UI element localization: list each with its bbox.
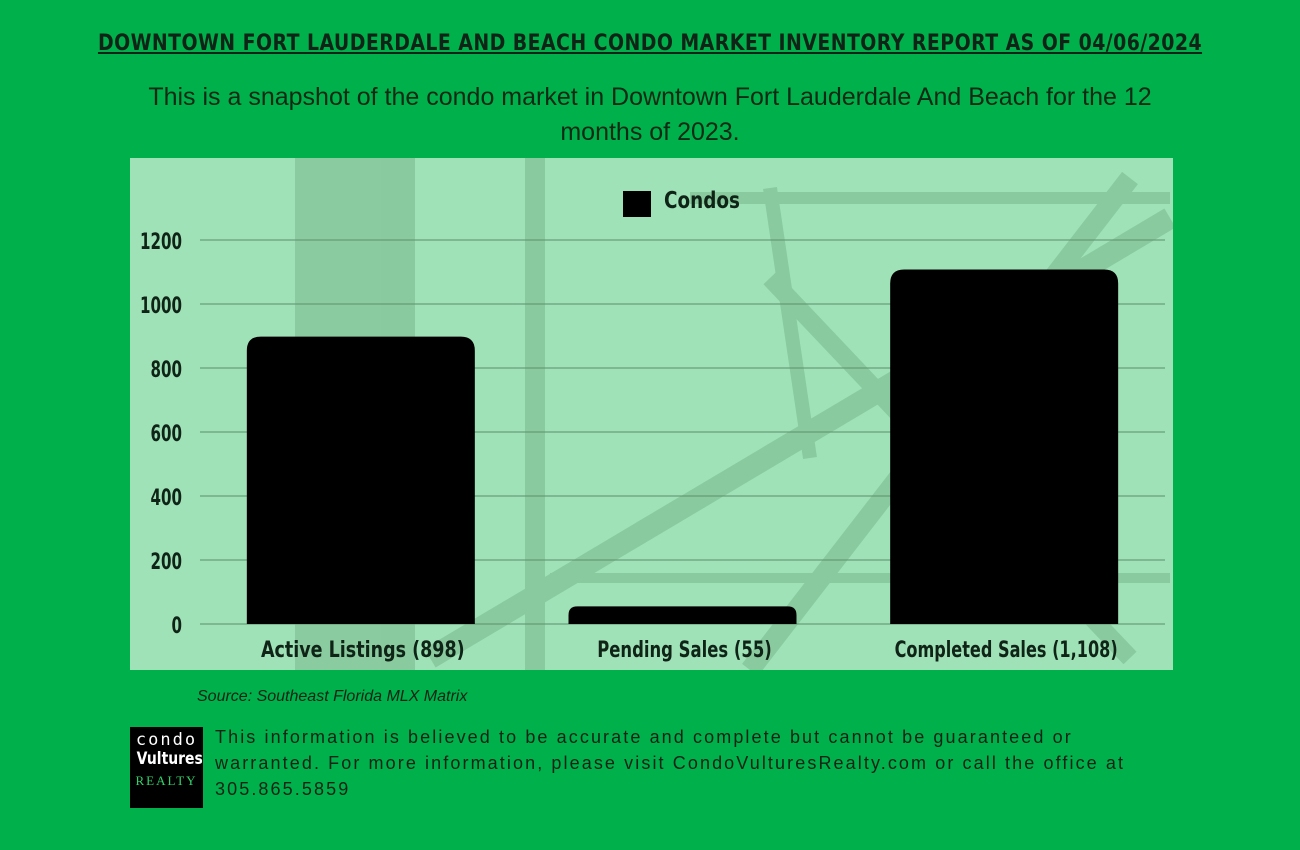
y-tick-label: 200 (151, 550, 183, 575)
disclaimer-text: This information is believed to be accur… (215, 727, 1126, 799)
y-tick-label: 1000 (140, 294, 182, 319)
x-category-label: Active Listings (898) (261, 638, 465, 663)
bar (246, 336, 475, 624)
y-tick-label: 600 (151, 422, 183, 447)
company-logo: condo Vultures REALTY (130, 727, 203, 808)
source-note: Source: Southeast Florida MLX Matrix (197, 688, 468, 705)
report-subtitle: This is a snapshot of the condo market i… (148, 83, 1152, 146)
logo-text-vultures: Vultures (136, 749, 203, 769)
bar (568, 606, 797, 624)
x-category-label: Completed Sales (1,108) (895, 638, 1118, 663)
y-tick-label: 400 (151, 486, 183, 511)
y-tick-label: 800 (151, 358, 183, 383)
bars (246, 269, 1119, 624)
report-title: DOWNTOWN FORT LAUDERDALE AND BEACH CONDO… (97, 31, 1203, 56)
y-tick-label: 0 (172, 614, 183, 639)
legend-swatch (623, 191, 651, 217)
legend-label: Condos (664, 188, 741, 214)
logo-text-realty: REALTY (135, 773, 198, 788)
x-category-label: Pending Sales (55) (597, 638, 772, 663)
y-tick-label: 1200 (140, 230, 182, 255)
x-axis-labels: Active Listings (898) Pending Sales (55) C… (261, 638, 1118, 663)
bar-chart: 0 200 400 600 800 1000 1200 Active Listings (8… (140, 158, 1173, 670)
chart-panel: 0 200 400 600 800 1000 1200 Active Listings (8… (130, 158, 1173, 670)
bar (890, 269, 1119, 624)
y-axis-ticks: 0 200 400 600 800 1000 1200 (140, 230, 182, 639)
logo-text-condo: condo (135, 730, 198, 750)
